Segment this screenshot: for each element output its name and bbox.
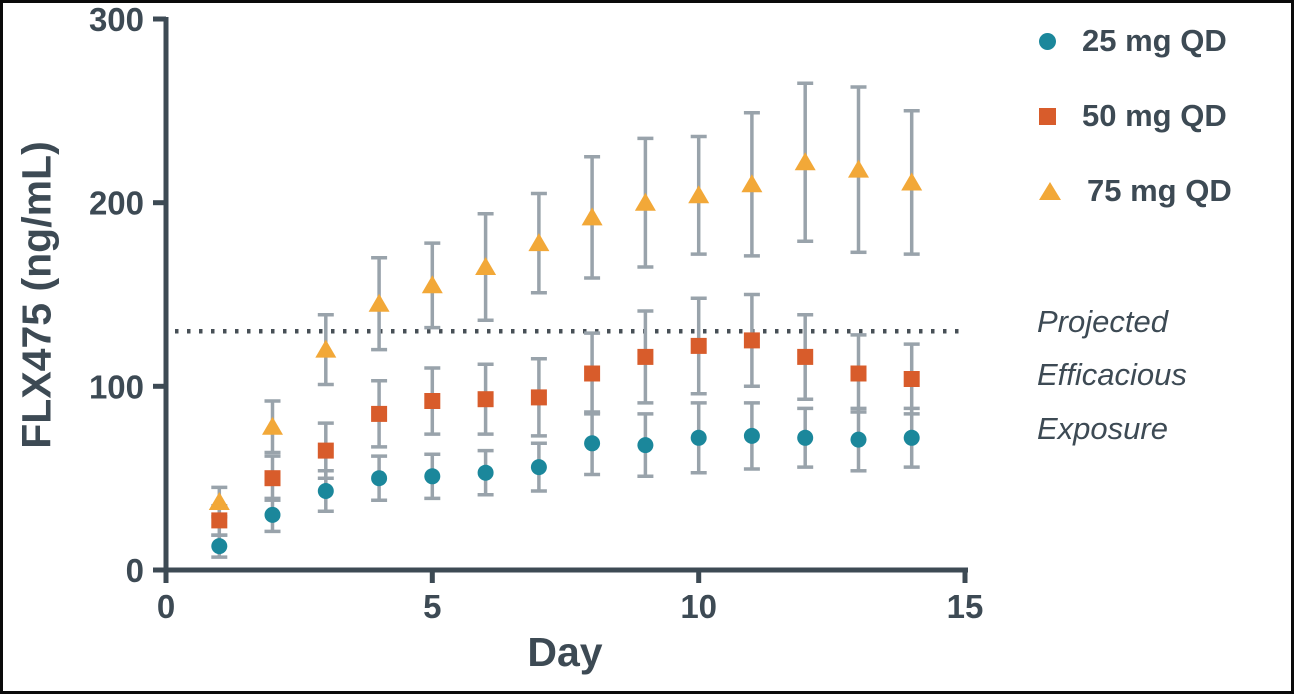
error-bars-series-2: [211, 81, 920, 519]
y-tick-label: 0: [126, 552, 144, 589]
data-point: [743, 332, 760, 349]
data-point: [797, 348, 814, 365]
x-tick-label: 10: [680, 588, 717, 625]
data-point: [901, 172, 923, 191]
data-point: [850, 431, 867, 448]
data-point: [477, 464, 494, 481]
data-point: [371, 470, 388, 487]
y-tick-label: 300: [89, 3, 144, 38]
data-point: [530, 389, 547, 406]
plot-area: 0 100 200 300 0 5 10 15: [89, 3, 984, 625]
data-point: [848, 159, 869, 178]
data-point: [211, 538, 228, 555]
data-point: [584, 435, 601, 452]
efficacious-exposure-annotation: Projected Efficacious Exposure: [1037, 295, 1187, 455]
series-square: [211, 332, 920, 529]
data-point: [421, 275, 443, 294]
data-point: [264, 506, 281, 523]
data-point: [634, 192, 656, 211]
x-tick-label: 15: [947, 588, 984, 625]
annotation-line-2: Efficacious: [1037, 357, 1187, 393]
legend-label-50mg: 50 mg QD: [1082, 98, 1227, 133]
series-circle: [211, 427, 920, 555]
data-point: [741, 174, 763, 193]
error-bars-series-0: [211, 401, 920, 559]
data-point: [794, 152, 816, 171]
data-point: [690, 337, 707, 354]
legend-label-25mg: 25 mg QD: [1082, 23, 1227, 58]
data-point: [743, 427, 760, 444]
data-point: [690, 429, 707, 446]
data-point: [797, 429, 814, 446]
data-point: [211, 512, 228, 529]
data-point: [371, 405, 388, 422]
legend-label-75mg: 75 mg QD: [1087, 173, 1232, 208]
data-point: [903, 429, 920, 446]
legend-item-25mg: 25 mg QD: [1039, 23, 1232, 59]
data-point: [530, 459, 547, 476]
data-point: [208, 492, 230, 510]
data-point: [317, 442, 334, 459]
y-axis: 0 100 200 300: [89, 3, 169, 589]
data-point: [262, 416, 283, 435]
legend: 25 mg QD 50 mg QD 75 mg QD: [1039, 23, 1232, 209]
data-point: [477, 391, 494, 408]
data-point: [424, 393, 441, 409]
series-triangle: [208, 152, 923, 510]
circle-marker-icon: [1039, 32, 1056, 50]
data-point: [475, 257, 497, 275]
square-marker-icon: [1039, 107, 1056, 125]
data-point: [528, 233, 550, 252]
legend-item-50mg: 50 mg QD: [1039, 98, 1232, 134]
data-point: [424, 468, 441, 485]
data-point: [317, 483, 334, 499]
data-point: [637, 348, 654, 365]
legend-item-75mg: 75 mg QD: [1039, 173, 1232, 209]
y-tick-label: 100: [89, 368, 144, 405]
data-point: [903, 371, 920, 387]
data-point: [688, 185, 710, 204]
annotation-line-1: Projected: [1037, 304, 1168, 339]
x-tick-label: 0: [157, 588, 175, 625]
x-axis-title: Day: [527, 629, 603, 675]
data-point: [581, 207, 603, 226]
data-point: [584, 365, 601, 382]
data-point: [264, 470, 281, 487]
data-point: [368, 293, 390, 312]
annotation-line-3: Exposure: [1037, 410, 1168, 446]
data-point: [850, 365, 867, 382]
y-axis-title: FLX475 (ng/mL): [13, 141, 60, 449]
y-tick-label: 200: [89, 185, 144, 222]
triangle-marker-icon: [1039, 182, 1061, 200]
data-point: [637, 437, 654, 454]
data-point: [315, 339, 337, 358]
x-axis: 0 5 10 15: [157, 567, 984, 625]
x-tick-label: 5: [423, 588, 441, 625]
